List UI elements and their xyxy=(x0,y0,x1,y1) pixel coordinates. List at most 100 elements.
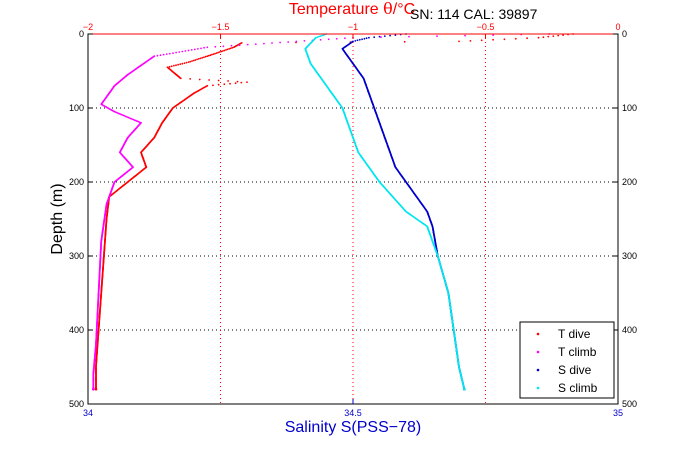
legend-label: S climb xyxy=(558,381,598,395)
series-t-climb xyxy=(92,33,550,391)
data-point xyxy=(184,50,187,52)
data-point xyxy=(319,38,322,41)
data-point xyxy=(526,37,528,40)
data-point xyxy=(191,60,194,62)
data-point xyxy=(218,51,221,53)
data-point xyxy=(185,61,188,64)
data-point xyxy=(92,387,95,391)
x2-tick-label: −1.5 xyxy=(212,22,230,32)
grid-lines xyxy=(88,34,618,404)
x-tick-label: 35 xyxy=(613,408,623,418)
data-point xyxy=(162,53,165,56)
data-point xyxy=(319,35,322,37)
data-point xyxy=(196,58,199,61)
data-point xyxy=(378,35,381,38)
data-point xyxy=(537,36,540,39)
data-point xyxy=(389,34,391,37)
series-s-dive xyxy=(341,33,466,391)
data-point xyxy=(194,59,197,61)
data-point xyxy=(322,34,325,36)
data-point xyxy=(178,51,181,53)
data-point xyxy=(208,79,211,81)
data-point xyxy=(229,82,231,85)
data-point xyxy=(198,78,201,81)
data-point xyxy=(363,37,366,40)
data-point xyxy=(212,84,214,87)
data-point xyxy=(547,35,550,38)
series-t-dive xyxy=(94,33,574,391)
x2-tick-label: −1 xyxy=(348,22,358,32)
theta-symbol: θ xyxy=(383,0,393,18)
legend-marker xyxy=(536,386,540,390)
data-point xyxy=(368,36,370,39)
y-tick-label: 300 xyxy=(69,251,84,261)
data-point xyxy=(318,35,320,38)
data-point xyxy=(199,57,202,60)
data-point xyxy=(458,40,460,43)
data-point xyxy=(562,34,564,36)
x-tick-label: 34 xyxy=(83,408,93,418)
data-point xyxy=(514,37,517,40)
y-tick-label-right: 200 xyxy=(622,177,637,187)
data-point xyxy=(214,45,217,48)
data-point xyxy=(327,38,330,41)
y-tick-label: 0 xyxy=(79,29,84,39)
x2-tick-label: 0 xyxy=(615,22,620,32)
data-point xyxy=(238,44,241,47)
data-point xyxy=(354,40,357,42)
data-point xyxy=(193,48,196,51)
data-point xyxy=(181,62,184,65)
y-tick-label-right: 100 xyxy=(622,103,637,113)
data-point xyxy=(197,48,199,50)
data-point xyxy=(175,64,177,67)
data-point xyxy=(189,78,192,80)
data-point xyxy=(287,41,290,43)
data-point xyxy=(230,44,233,47)
data-point xyxy=(263,42,265,45)
data-point xyxy=(358,38,361,41)
data-point xyxy=(156,54,159,57)
legend-marker xyxy=(536,332,540,336)
data-point xyxy=(222,45,225,48)
x-tick-label: 34.5 xyxy=(344,408,362,418)
data-point xyxy=(469,40,472,42)
data-point xyxy=(356,39,359,42)
data-point xyxy=(380,36,382,39)
data-point xyxy=(225,49,227,51)
data-point xyxy=(209,54,212,57)
data-point xyxy=(215,52,218,54)
y-tick-label-right: 400 xyxy=(622,325,637,335)
data-point xyxy=(201,56,204,59)
data-point xyxy=(240,81,243,84)
data-point xyxy=(168,52,171,55)
series-layer xyxy=(92,33,574,391)
data-point xyxy=(480,39,483,42)
data-point xyxy=(503,38,506,41)
data-point xyxy=(203,56,205,59)
data-point xyxy=(492,38,494,41)
x2-tick-label: −2 xyxy=(83,22,93,32)
data-point xyxy=(192,59,195,62)
y-tick-label: 500 xyxy=(69,399,84,409)
data-point xyxy=(207,54,210,57)
data-point xyxy=(223,83,226,86)
data-point xyxy=(189,60,192,63)
data-point xyxy=(204,55,207,58)
data-point xyxy=(542,36,545,39)
data-point xyxy=(173,64,175,67)
legend-marker xyxy=(536,350,540,354)
data-point xyxy=(227,80,230,82)
data-point xyxy=(335,37,338,40)
data-point xyxy=(211,53,213,56)
data-point xyxy=(217,79,220,82)
data-point xyxy=(361,38,363,41)
data-point xyxy=(179,63,182,66)
data-point xyxy=(203,46,206,49)
data-point xyxy=(232,46,235,49)
data-point xyxy=(206,55,209,58)
data-point xyxy=(373,36,376,39)
data-point xyxy=(557,34,560,37)
data-point xyxy=(271,42,273,44)
